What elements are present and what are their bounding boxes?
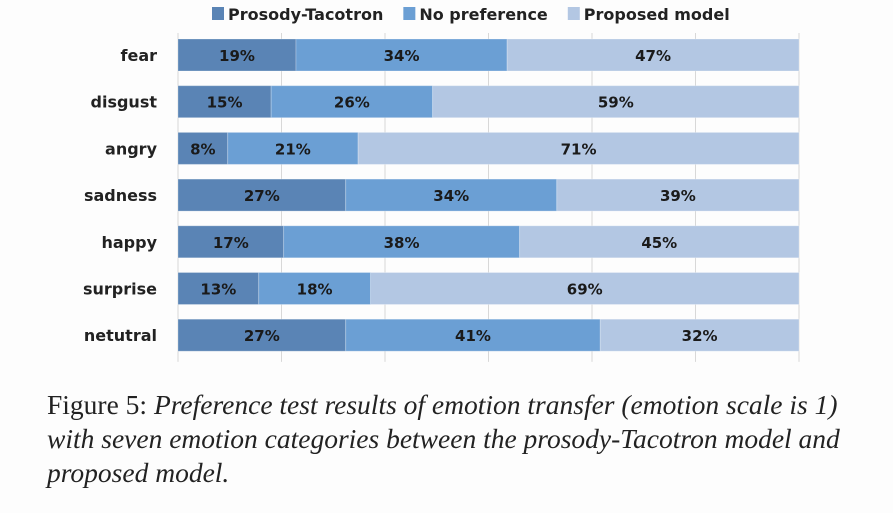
- bar-segment: [270, 85, 434, 119]
- bar-segment: [519, 225, 800, 259]
- category-label: angry: [105, 139, 158, 158]
- data-label: 27%: [244, 327, 280, 345]
- bar-segment: [177, 38, 297, 72]
- data-label: 39%: [660, 187, 696, 205]
- caption-label: Figure 5:: [47, 389, 148, 420]
- data-label: 34%: [433, 187, 469, 205]
- data-label: 19%: [219, 47, 255, 65]
- legend-swatch: [403, 7, 416, 20]
- legend-label: No preference: [419, 5, 548, 24]
- bar-segment: [370, 272, 800, 305]
- legend-label: Prosody-Tacotron: [228, 5, 383, 24]
- data-label: 41%: [455, 327, 491, 345]
- data-label: 71%: [561, 140, 597, 158]
- category-label: netutral: [84, 326, 157, 345]
- legend-swatch: [567, 7, 580, 20]
- category-label: happy: [101, 233, 157, 252]
- bar-segment: [295, 38, 508, 72]
- bar-segment: [506, 38, 800, 72]
- category-label: surprise: [83, 280, 157, 299]
- bar-segment: [283, 225, 521, 259]
- data-label: 13%: [200, 281, 236, 299]
- bar-segment: [258, 272, 372, 305]
- bar-segment: [177, 178, 347, 212]
- bar-segment: [345, 318, 601, 352]
- legend-swatch: [212, 7, 224, 20]
- bar-segment: [177, 318, 347, 352]
- caption-text: Preference test results of emotion trans…: [47, 389, 840, 488]
- data-label: 45%: [641, 234, 677, 252]
- category-label: fear: [121, 46, 158, 65]
- stacked-bar-chart: Prosody-Tacotron No preference Proposed mo…: [83, 5, 800, 362]
- data-label: 17%: [213, 234, 249, 252]
- data-label: 27%: [244, 187, 280, 205]
- bar-segment: [345, 178, 558, 212]
- data-label: 38%: [384, 234, 420, 252]
- data-label: 21%: [275, 140, 311, 158]
- bar-segment: [432, 85, 800, 119]
- data-label: 18%: [297, 281, 333, 299]
- data-label: 26%: [334, 94, 370, 112]
- data-label: 34%: [384, 47, 420, 65]
- category-label: sadness: [84, 186, 157, 205]
- figure-caption: Figure 5: Preference test results of emo…: [47, 388, 877, 490]
- data-label: 8%: [190, 140, 215, 158]
- data-label: 69%: [567, 281, 603, 299]
- bar-segment: [556, 178, 800, 212]
- bar-segment: [177, 85, 272, 119]
- bar-segment: [177, 272, 260, 305]
- category-label: disgust: [91, 93, 158, 112]
- data-label: 32%: [682, 327, 718, 345]
- legend-label: Proposed model: [584, 5, 730, 24]
- bar-segment: [177, 225, 285, 259]
- data-label: 15%: [207, 94, 243, 112]
- bar-segment: [357, 131, 800, 165]
- bar-segment: [599, 318, 800, 352]
- data-label: 47%: [635, 47, 671, 65]
- data-label: 59%: [598, 94, 634, 112]
